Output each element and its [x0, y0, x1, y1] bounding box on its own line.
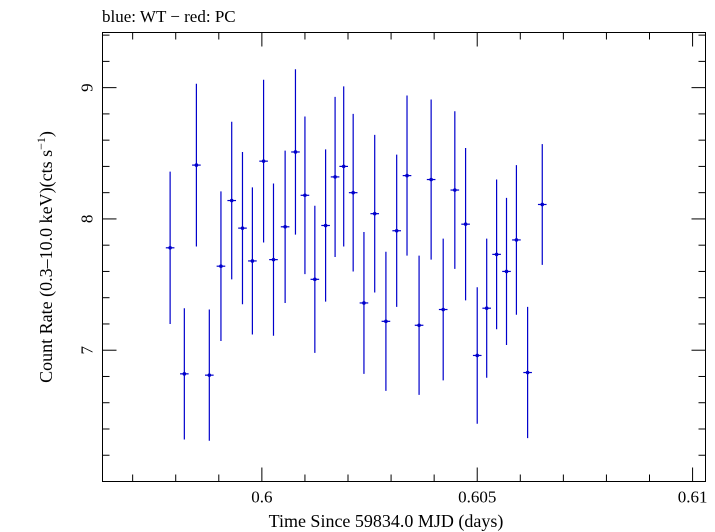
- point-marker: [384, 319, 388, 324]
- point-marker: [525, 370, 530, 375]
- y-tick-label: 7: [78, 345, 97, 354]
- x-tick-label: 0.61: [678, 488, 708, 507]
- point-marker: [240, 226, 245, 230]
- data-point: [330, 96, 340, 257]
- x-axis: 0.6 0.605 0.61: [132, 32, 708, 507]
- data-point: [537, 144, 547, 265]
- data-point: [165, 171, 175, 324]
- point-marker: [293, 150, 298, 154]
- point-marker: [540, 202, 545, 207]
- data-point: [414, 255, 424, 395]
- data-point: [502, 197, 511, 345]
- data-point: [492, 179, 501, 330]
- y-axis-label: Count Rate (0.3–10.0 keV)(cts s−1): [34, 131, 57, 383]
- point-marker: [303, 193, 307, 198]
- data-point: [269, 183, 278, 336]
- point-marker: [351, 190, 355, 195]
- data-point: [482, 238, 492, 378]
- point-marker: [207, 373, 212, 377]
- data-points: [165, 69, 547, 441]
- data-point: [438, 238, 448, 381]
- y-tick-label: 9: [78, 83, 97, 92]
- point-marker: [261, 159, 266, 163]
- point-marker: [283, 225, 287, 229]
- data-point: [402, 95, 412, 256]
- point-marker: [271, 257, 276, 262]
- point-marker: [250, 259, 255, 263]
- point-marker: [484, 306, 489, 311]
- data-point: [461, 148, 470, 301]
- point-marker: [323, 223, 328, 228]
- point-marker: [429, 177, 433, 182]
- data-point: [300, 116, 310, 275]
- data-point: [291, 69, 300, 235]
- point-marker: [475, 353, 480, 358]
- point-marker: [394, 228, 399, 233]
- data-point: [238, 151, 247, 305]
- point-marker: [514, 238, 519, 242]
- point-marker: [494, 252, 499, 257]
- data-point: [392, 154, 401, 307]
- data-point: [450, 111, 460, 269]
- y-axis-label-close: ): [36, 131, 57, 137]
- point-marker: [372, 211, 377, 216]
- point-marker: [441, 307, 445, 312]
- point-marker: [219, 264, 223, 268]
- y-axis-label-main: Count Rate (0.3–10.0 keV)(cts s: [36, 150, 57, 383]
- point-marker: [405, 173, 409, 178]
- data-point: [426, 99, 436, 260]
- data-point: [205, 309, 214, 441]
- point-marker: [229, 198, 234, 203]
- data-point: [280, 150, 290, 303]
- point-marker: [182, 372, 187, 376]
- point-marker: [417, 323, 421, 328]
- data-point: [310, 205, 320, 353]
- data-point: [248, 187, 257, 335]
- point-marker: [194, 163, 199, 167]
- data-point: [339, 86, 349, 247]
- point-marker: [341, 164, 346, 169]
- data-point: [216, 191, 226, 342]
- data-point: [523, 306, 532, 439]
- chart-title: blue: WT − red: PC: [102, 7, 236, 26]
- data-point: [180, 308, 189, 440]
- x-axis-label: Time Since 59834.0 MJD (days): [269, 511, 504, 532]
- point-marker: [168, 246, 172, 250]
- y-tick-label: 8: [78, 215, 97, 224]
- point-marker: [463, 222, 468, 226]
- data-point: [259, 79, 268, 243]
- data-point: [381, 251, 391, 391]
- y-axis-label-exponent: −1: [34, 137, 48, 150]
- data-point: [321, 149, 330, 302]
- data-point: [370, 134, 380, 293]
- y-axis: 7 8 9: [78, 34, 706, 482]
- data-point: [227, 121, 237, 280]
- data-point: [472, 287, 482, 424]
- x-tick-label: 0.6: [251, 488, 272, 507]
- data-point: [192, 83, 201, 247]
- data-point: [348, 113, 358, 272]
- data-point: [512, 165, 521, 315]
- point-marker: [504, 269, 509, 274]
- point-marker: [333, 175, 337, 179]
- point-marker: [453, 188, 457, 192]
- x-tick-label: 0.605: [458, 488, 496, 507]
- point-marker: [313, 277, 317, 282]
- point-marker: [362, 301, 366, 305]
- plot-frame: [102, 32, 706, 482]
- data-point: [359, 232, 369, 374]
